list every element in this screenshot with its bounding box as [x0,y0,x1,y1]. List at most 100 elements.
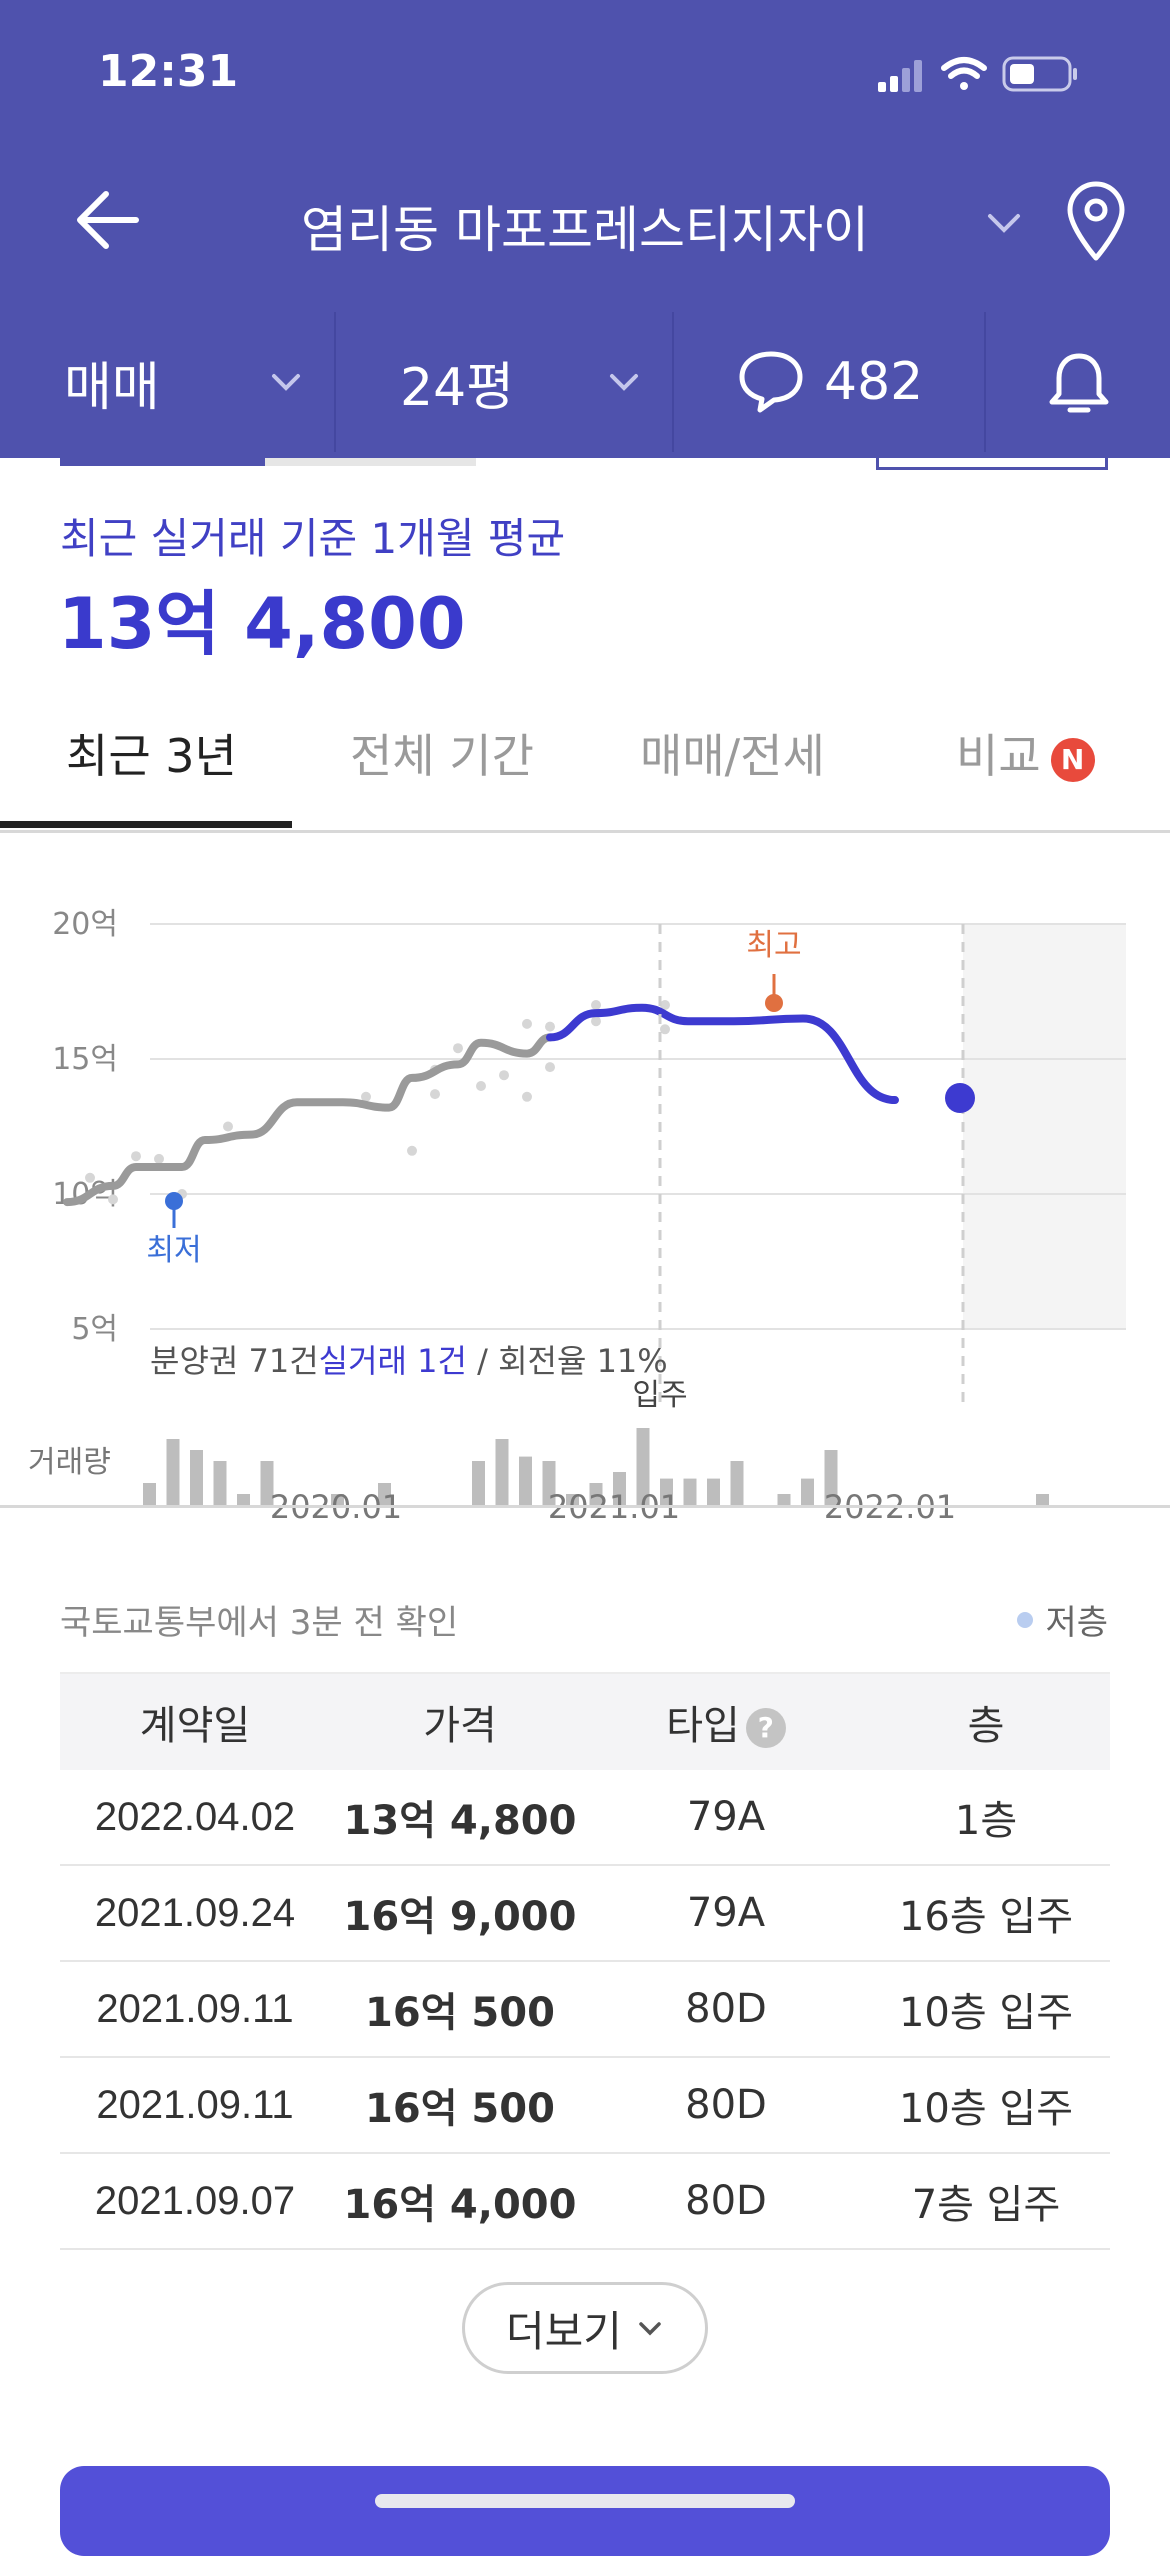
comment-icon[interactable] [736,348,806,414]
divider [984,312,986,452]
trade-dot [361,1091,371,1102]
col-floor: 층 [967,1703,1005,1749]
volume-bar [730,1461,744,1505]
bottom-cta-button[interactable] [60,2466,1110,2556]
min-label: 최저 [146,1233,201,1268]
movein-label: 입주 [632,1378,687,1413]
help-icon[interactable]: ? [745,1708,786,1748]
scroll-tab-indicator [60,458,476,466]
chevron-down-icon[interactable] [984,202,1024,242]
max-label: 최고 [746,928,801,963]
comment-count[interactable]: 482 [824,306,923,458]
period-tabs: 최근 3년 전체 기간 매매/전세 비교 N [0,690,1170,833]
signal-icon [878,60,922,92]
row-type: 80D [685,1986,767,2032]
home-indicator [375,2494,795,2508]
divider [672,312,674,452]
trade-dot [660,1000,670,1010]
wifi-icon [941,57,987,90]
volume-bar [331,1494,344,1505]
tab-all-period[interactable]: 전체 기간 [350,729,534,783]
chevron-down-icon [639,2322,661,2336]
volume-bar [237,1494,250,1505]
map-pin-icon[interactable] [1060,180,1132,264]
row-price: 16억 4,000 [343,2182,577,2228]
row-floor: 7층 입주 [911,2182,1061,2228]
y-tick-label: 5억 [71,1312,118,1347]
scroll-button-edge [876,458,1108,470]
trade-dot [131,1151,141,1162]
table-row: 2021.09.24 16억 9,000 79A 16층 입주 [60,1866,1110,1962]
volume-bar [143,1483,156,1505]
col-date: 계약일 [139,1703,251,1749]
row-floor: 1층 [954,1798,1018,1844]
divider [334,312,336,452]
more-button[interactable]: 더보기 [462,2282,708,2374]
row-price: 16억 500 [365,1990,555,2036]
volume-bar [472,1461,485,1505]
volume-bar [378,1483,391,1505]
row-date: 2022.04.02 [94,1794,296,1839]
table-row: 2021.09.11 16억 500 80D 10층 입주 [60,2058,1110,2154]
filter-bar: 매매 24평 482 [0,306,1170,458]
tab-recent-3y[interactable]: 최근 3년 [66,729,237,783]
row-type: 79A [686,1794,766,1840]
average-price: 13억 4,800 [58,583,466,665]
trade-dot [453,1043,463,1054]
legend-low-label: 저층 [1045,1603,1108,1643]
trade-dot [223,1121,233,1132]
nav-bar: 염리동 마포프레스티지자이 [0,150,1170,306]
trade-dot [476,1081,486,1091]
size-dropdown[interactable]: 24평 [400,306,514,458]
volume-bar [613,1472,626,1505]
chevron-down-icon[interactable] [606,364,642,400]
price-chart[interactable]: 20억 15억 10억 5억 최고 최저 분양권 71건실거래 1건 / 회전율 11… [0,840,1170,1530]
battery-icon [1002,56,1077,92]
volume-bar [542,1461,556,1505]
deal-type-dropdown[interactable]: 매매 [64,306,160,458]
row-date: 2021.09.11 [96,1986,294,2031]
bell-icon[interactable] [1046,348,1112,420]
tab-sale-lease[interactable]: 매매/전세 [640,729,825,783]
row-type: 80D [685,2178,767,2224]
legend-dot [1017,1611,1034,1628]
deal-type-label: 매매 [64,357,160,418]
comment-count-label: 482 [824,352,924,412]
page-title[interactable]: 염리동 마포프레스티지자이 [301,201,869,259]
volume-bar [683,1478,697,1505]
trade-dot [522,1018,532,1029]
col-price: 가격 [423,1703,497,1749]
status-time: 12:31 [98,46,239,97]
row-type: 79A [686,1890,766,1936]
chevron-down-icon[interactable] [268,364,304,400]
back-arrow-icon[interactable] [70,180,150,260]
tab-compare[interactable]: 비교 N [956,720,1095,786]
volume-bar [213,1461,227,1505]
row-date: 2021.09.24 [94,1890,296,1935]
chart-info: 분양권 71건실거래 1건 / 회전율 11% [150,1342,668,1380]
row-price: 13억 4,800 [343,1798,577,1844]
status-bar: 12:31 [0,0,1170,150]
more-label: 더보기 [506,2306,622,2356]
trade-dot [545,1021,555,1032]
row-price: 16억 500 [365,2086,555,2132]
trade-dot [591,1000,601,1010]
trade-dot [108,1194,118,1205]
trade-dot [591,1016,601,1027]
row-price: 16억 9,000 [343,1894,577,1940]
volume-bar [660,1478,673,1505]
status-icons [878,56,1077,92]
trade-dot [499,1070,509,1081]
volume-bar [260,1461,274,1505]
row-floor: 10층 입주 [898,2086,1073,2132]
row-floor: 10층 입주 [898,1990,1073,2036]
table-row: 2021.09.11 16억 500 80D 10층 입주 [60,1962,1110,2058]
active-tab-indicator [0,821,292,828]
trade-dot [154,1153,164,1164]
table-row: 2021.09.07 16억 4,000 80D 7층 입주 [60,2154,1110,2250]
new-badge: N [1050,737,1095,782]
future-shade [963,924,1126,1329]
price-line-recent [546,1003,899,1105]
size-label: 24평 [400,357,515,418]
